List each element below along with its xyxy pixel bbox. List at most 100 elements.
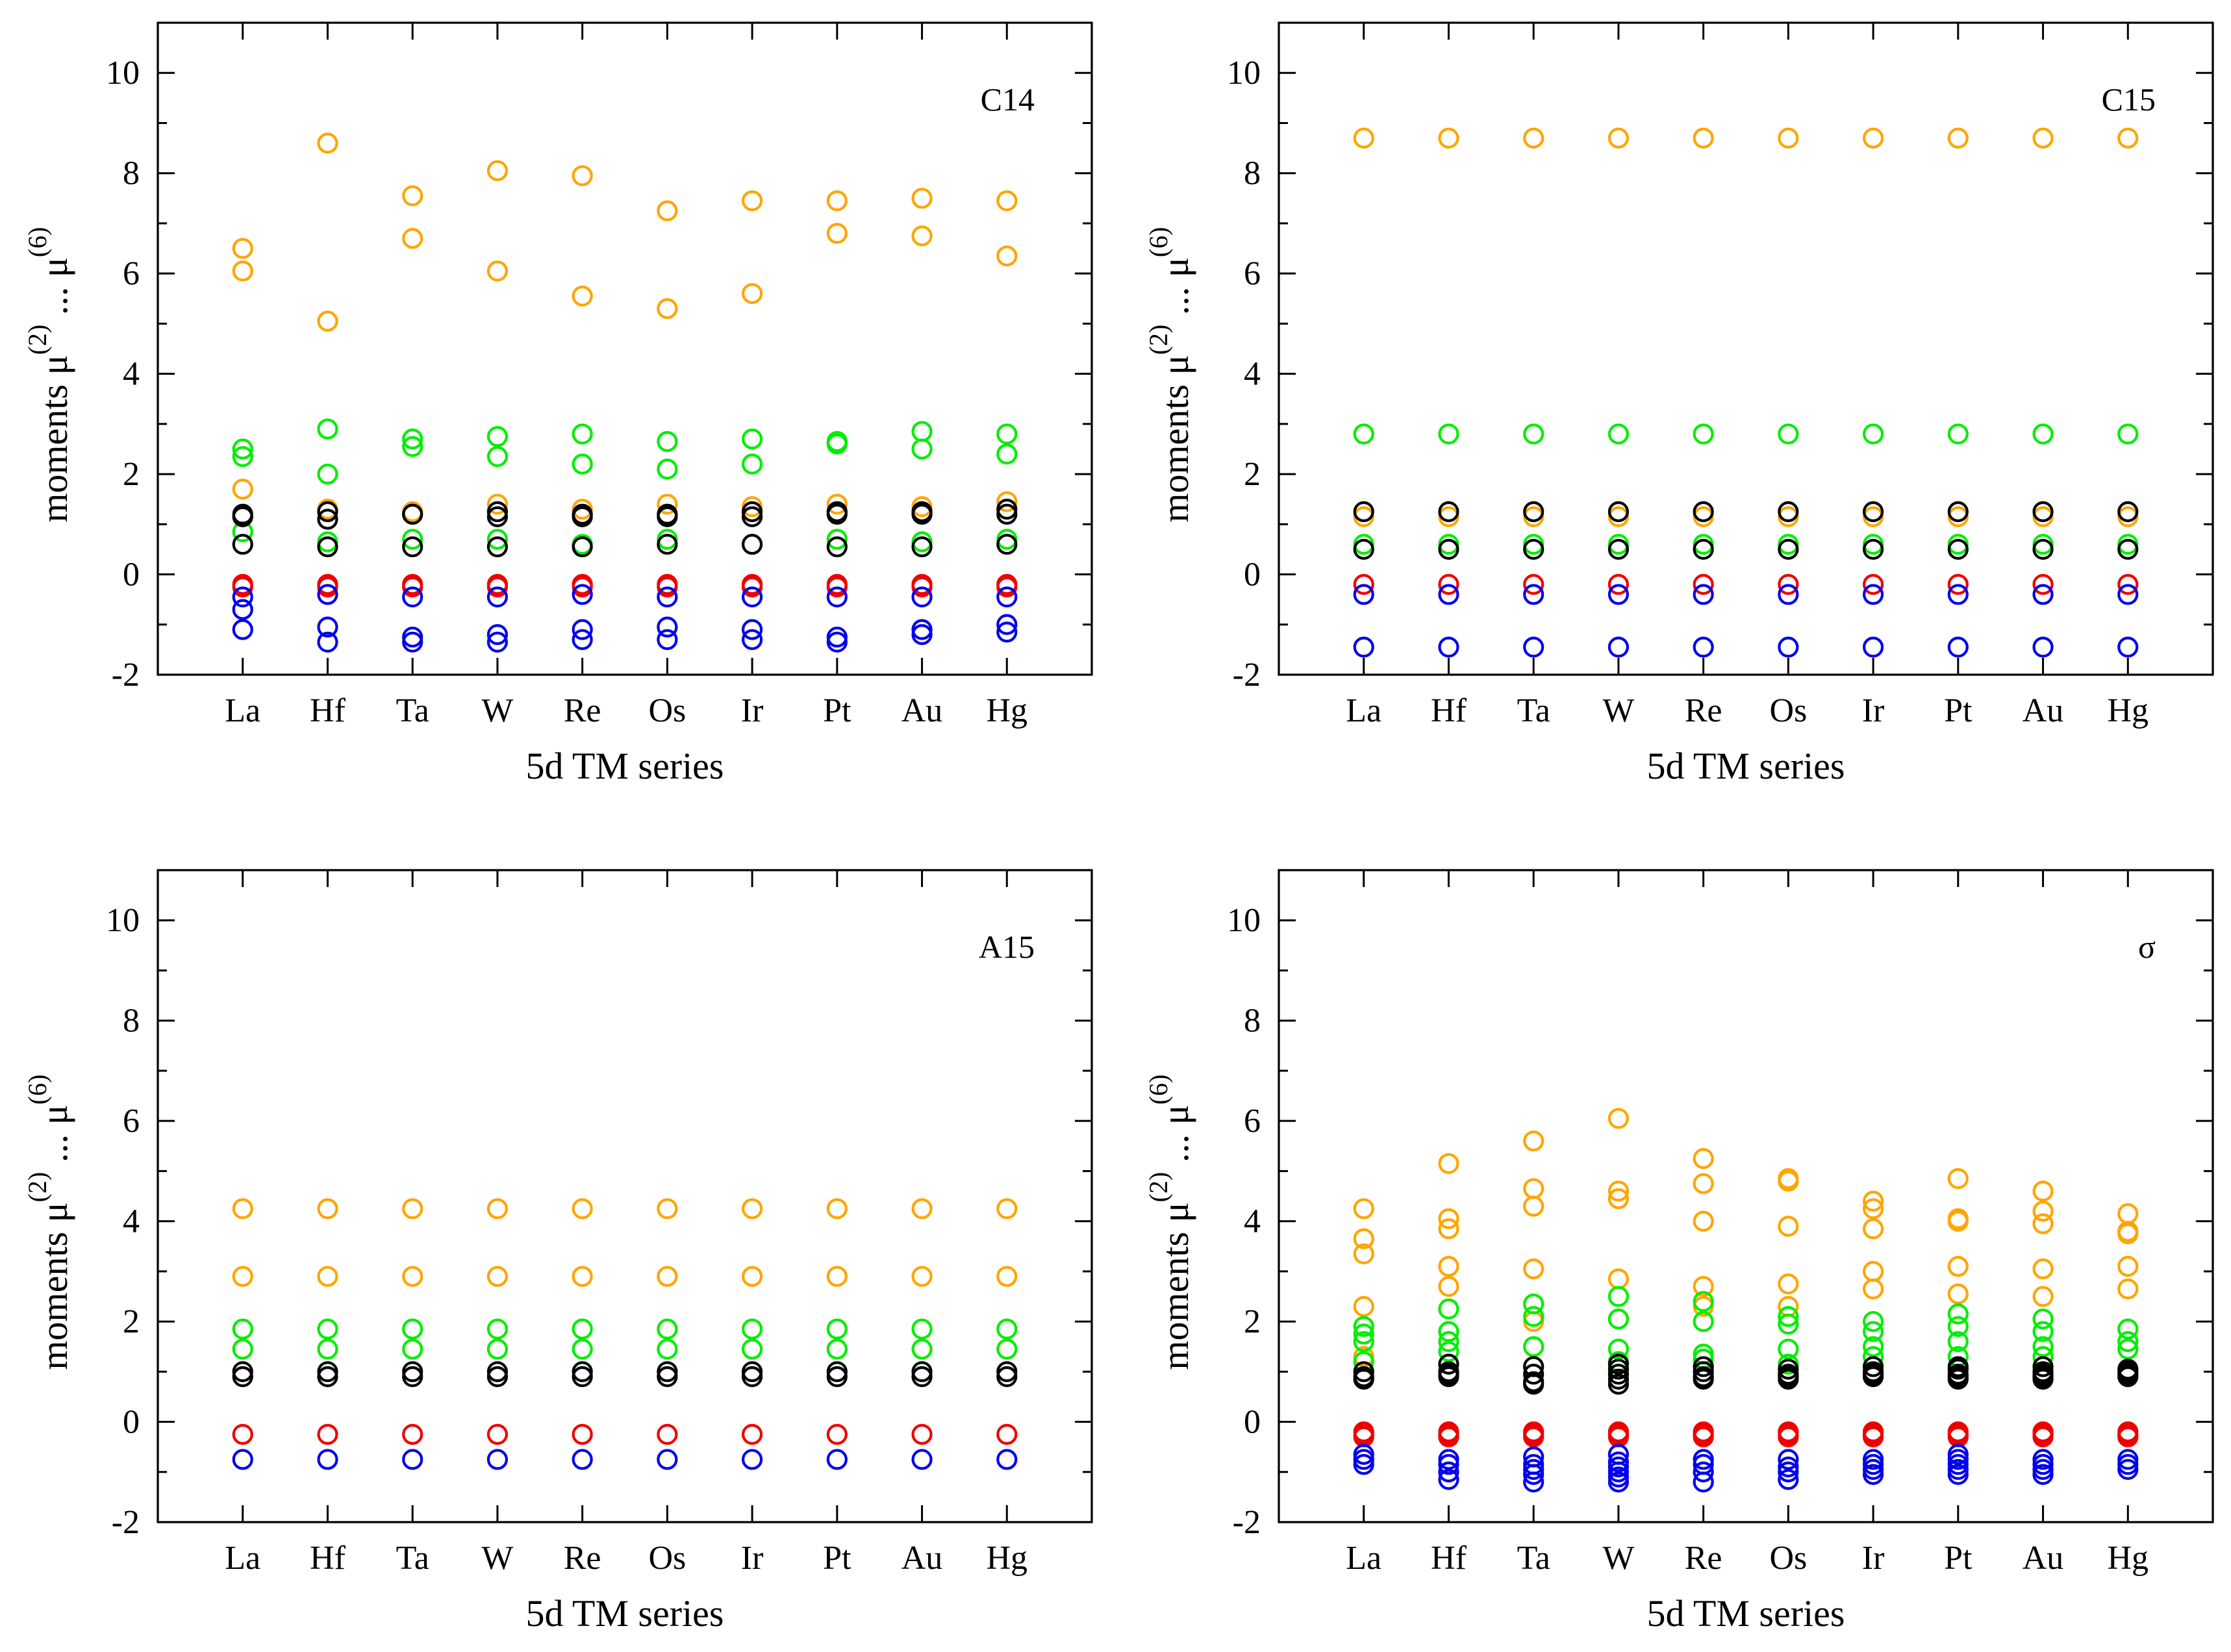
point-mu2-hf — [317, 631, 338, 653]
point-mu2-w — [1607, 1471, 1630, 1493]
point-mu4-hf — [1438, 1366, 1459, 1388]
point-mu5-la — [232, 445, 253, 468]
point-mu2-la — [232, 599, 253, 620]
point-mu4-ir — [1862, 501, 1884, 523]
x-tick-label-ir: Ir — [1862, 692, 1885, 729]
y-axis-title-mid: ... μ — [33, 257, 75, 325]
x-tick-label-ir: Ir — [741, 692, 764, 729]
point-mu5-os — [1778, 423, 1799, 445]
point-mu2-w — [486, 624, 509, 645]
point-mu6-w — [1607, 1268, 1630, 1290]
point-mu6-hf — [1438, 127, 1459, 149]
y-axis-title-sup-b: (6) — [23, 227, 52, 257]
x-tick-label-au: Au — [901, 1540, 943, 1577]
point-mu2-la — [1353, 584, 1374, 605]
x-tick-label-w: W — [481, 1540, 513, 1577]
point-mu4-hg — [996, 534, 1018, 555]
point-mu4-au — [2032, 1368, 2054, 1390]
point-mu3-os — [657, 1423, 678, 1445]
point-mu4-os — [657, 1366, 678, 1388]
point-mu2-au — [911, 1449, 933, 1470]
point-mu6-re — [1693, 1173, 1714, 1194]
point-mu2-la — [1353, 636, 1374, 658]
y-tick-label: 4 — [1244, 1203, 1261, 1240]
point-mu6-la — [1353, 127, 1374, 149]
panel-label: A15 — [979, 929, 1035, 965]
point-mu6-re — [572, 1198, 593, 1220]
point-mu5-os — [1778, 1306, 1799, 1327]
point-mu2-pt — [826, 1449, 848, 1470]
y-tick-label: 2 — [123, 456, 140, 493]
point-mu5-os — [657, 1338, 678, 1360]
point-mu6-hg — [2117, 127, 2139, 149]
point-mu2-la — [232, 586, 253, 608]
point-mu2-os — [657, 629, 678, 651]
point-mu5-au — [911, 1318, 933, 1340]
point-mu6-os — [657, 298, 678, 319]
point-mu4-hf — [1438, 1353, 1459, 1375]
point-mu2-ta — [1523, 636, 1544, 658]
point-mu6-au — [2032, 1201, 2054, 1222]
point-mu3-hf — [1438, 1426, 1459, 1447]
point-mu4-os — [1778, 538, 1799, 560]
point-mu6-w — [1607, 1181, 1630, 1202]
x-tick-label-la: La — [225, 692, 260, 729]
plot-frame — [1278, 21, 2214, 676]
point-mu4-pt — [1947, 501, 1969, 523]
point-mu6-la — [232, 479, 253, 500]
point-mu6-pt — [826, 190, 848, 212]
point-mu5-ta — [1523, 1293, 1544, 1315]
point-mu5-re — [572, 1318, 593, 1340]
point-mu5-hf — [317, 1338, 338, 1360]
point-mu3-pt — [826, 1423, 848, 1445]
point-mu2-ta — [402, 1449, 423, 1470]
y-axis-title-mid: ... μ — [1154, 1105, 1196, 1172]
point-mu6-os — [1778, 1273, 1799, 1295]
point-mu2-hg — [2117, 636, 2139, 658]
x-tick-label-re: Re — [1685, 1540, 1722, 1577]
x-tick-label-au: Au — [901, 692, 943, 729]
point-mu6-au — [911, 1198, 933, 1220]
y-axis-title-sup-b: (6) — [1144, 1074, 1173, 1105]
point-mu2-os — [1778, 1449, 1799, 1470]
point-mu5-ir — [1862, 1321, 1884, 1342]
point-mu5-la — [232, 438, 253, 460]
point-mu3-ir — [741, 1423, 763, 1445]
point-mu4-hg — [996, 503, 1018, 525]
x-tick-label-re: Re — [1685, 692, 1722, 729]
point-mu6-la — [232, 238, 253, 259]
point-mu6-au — [911, 1266, 933, 1287]
point-mu5-la — [1353, 1331, 1374, 1353]
point-mu4-hg — [2117, 1366, 2139, 1388]
point-mu4-re — [1693, 538, 1714, 560]
point-mu3-hg — [996, 1423, 1018, 1445]
point-mu5-hg — [996, 1338, 1018, 1360]
point-mu5-pt — [826, 1338, 848, 1360]
point-mu5-pt — [826, 433, 848, 455]
point-mu5-ir — [741, 1338, 763, 1360]
point-mu3-w — [486, 1423, 509, 1445]
point-mu2-os — [657, 586, 678, 608]
y-tick-label: 10 — [1227, 902, 1261, 939]
point-mu2-ir — [741, 619, 763, 640]
point-mu6-ir — [741, 1198, 763, 1220]
point-mu6-hf — [317, 132, 338, 154]
point-mu5-hf — [1438, 1331, 1459, 1353]
y-axis-title-sup-b: (6) — [1144, 227, 1173, 257]
point-mu5-hg — [2117, 1338, 2139, 1360]
point-mu4-w — [1607, 501, 1630, 523]
point-mu4-pt — [826, 536, 848, 558]
point-mu6-pt — [826, 494, 848, 515]
point-mu6-re — [1693, 1275, 1714, 1297]
y-tick-label: 10 — [106, 55, 140, 92]
point-mu2-os — [657, 616, 678, 638]
plot-frame — [157, 869, 1093, 1523]
panel-c15: -2 0 2 4 6 8 10 La Hf Ta W Re Os Ir Pt Au Hg 5d TM series… — [1144, 21, 2214, 787]
point-mu3-hg — [2117, 573, 2139, 595]
point-mu6-w — [1607, 127, 1630, 149]
point-mu6-hf — [317, 1198, 338, 1220]
point-mu3-pt — [1947, 573, 1969, 595]
point-mu4-hf — [1438, 501, 1459, 523]
point-mu4-ta — [402, 1366, 423, 1388]
point-mu5-os — [1778, 1313, 1799, 1335]
